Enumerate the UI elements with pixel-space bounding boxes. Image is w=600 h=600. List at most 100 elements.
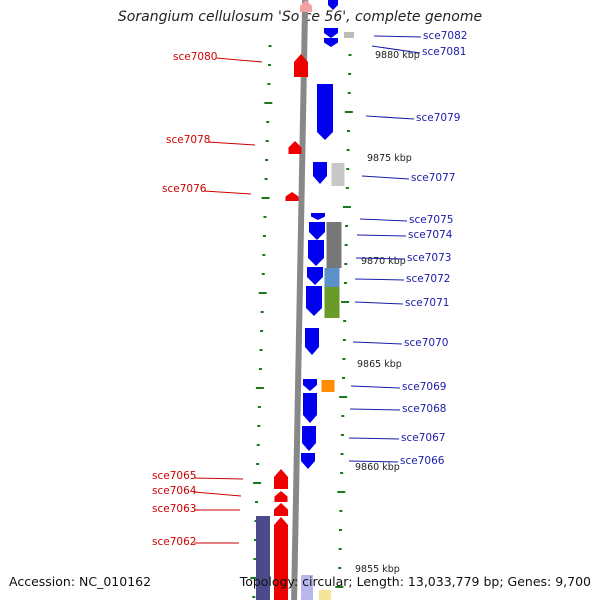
ruler-labels: 9880 kbp 9875 kbp 9870 kbp 9865 kbp 9860 kbp… [355,50,420,575]
accession-label: Accession: NC_010162 [9,574,152,589]
other-feature-box [319,590,331,600]
reverse-gene-arrow [309,222,325,240]
gene-label-leader [354,278,405,281]
forward-gene-arrow [288,141,302,154]
tick-mark [348,73,352,75]
gene-features [256,0,354,600]
ruler-label: 9865 kbp [357,359,402,370]
tick-mark [265,159,269,161]
tick-mark [340,472,344,474]
gene-label-leader [359,218,408,222]
forward-gene-arrow [274,469,288,489]
gene-labels: sce7082 sce7081 sce7080 sce7079 sce7078 sce70… [152,30,467,548]
gene-label-leader [203,190,252,195]
backbone-track [291,0,309,600]
gene-label-leader [348,460,399,463]
tick-mark [342,358,346,360]
gene-label-sce7073: sce7073 [407,252,451,264]
tick-mark [257,425,261,427]
ruler-label: 9870 kbp [361,256,406,267]
ruler-label: 9880 kbp [375,50,420,61]
tick-mark [260,311,264,313]
tick-mark [339,510,343,512]
gene-label-sce7069: sce7069 [402,381,446,393]
ruler-label: 9855 kbp [355,564,400,575]
tick-mark [261,273,265,275]
reverse-gene-arrow [303,393,317,423]
map-title: Sorangium cellulosum 'So ce 56', complet… [117,9,483,25]
other-feature-box [256,516,270,600]
tick-mark [345,187,349,189]
gene-label-sce7075: sce7075 [409,214,453,226]
tick-mark [344,263,348,265]
tick-mark [343,320,347,322]
other-feature-box [344,32,354,38]
reverse-gene-arrow [324,38,338,47]
other-feature-box [331,163,345,186]
gene-label-sce7071: sce7071 [405,297,449,309]
gene-label-sce7079: sce7079 [416,112,460,124]
tick-mark [255,501,259,503]
tick-mark [256,463,260,465]
tick-mark [267,83,271,85]
tick-mark [253,482,262,484]
reverse-gene-arrow [311,213,325,220]
tick-mark [344,111,353,113]
tick-mark [346,168,350,170]
tick-mark [258,292,267,294]
gene-label-leader [193,491,242,497]
tick-mark [253,539,257,541]
gene-label-sce7068: sce7068 [402,403,446,415]
tick-mark [344,244,348,246]
forward-gene-arrow [294,54,308,77]
tick-mark [258,368,262,370]
tick-mark [341,301,350,303]
forward-gene-arrow [300,0,312,12]
gene-label-leader [207,141,256,146]
gene-label-sce7065: sce7065 [152,470,196,482]
forward-gene-arrow [274,517,288,600]
gene-label-sce7082: sce7082 [423,30,467,42]
tick-mark [254,520,258,522]
tick-mark [343,282,347,284]
tick-mark [261,197,270,199]
forward-gene-arrow [274,491,288,502]
gene-label-sce7081: sce7081 [422,46,466,58]
other-feature-box [324,287,340,318]
other-feature-box [301,575,313,600]
tick-mark [252,596,256,598]
gene-label-sce7067: sce7067 [401,432,445,444]
tick-mark [337,491,346,493]
gene-label-leader [365,115,415,120]
gene-label-sce7063: sce7063 [152,503,196,515]
gene-label-sce7072: sce7072 [406,273,450,285]
reverse-gene-arrow [301,453,315,469]
gene-label-leader [373,35,422,38]
tick-mark [264,102,273,104]
tick-marks [250,45,353,598]
reverse-gene-arrow [302,426,316,451]
gene-label-leader [350,385,401,389]
ruler-label: 9860 kbp [355,462,400,473]
other-feature-box [321,380,335,392]
gene-label-leader [193,477,244,480]
forward-gene-arrow [285,192,299,201]
tick-mark [339,529,342,531]
reverse-gene-arrow [317,84,333,140]
tick-mark [267,64,271,66]
tick-mark [268,45,272,47]
reverse-gene-arrow [308,240,324,266]
gene-label-sce7076: sce7076 [162,183,207,195]
tick-mark [342,339,346,341]
gene-label-leader [354,301,404,305]
gene-label-leader [348,437,400,440]
gene-label-sce7066: sce7066 [400,455,445,467]
tick-mark [338,548,342,550]
tick-mark [266,121,270,123]
tick-mark [345,225,349,227]
other-feature-box [326,222,342,268]
gene-label-leader [215,57,263,63]
tick-mark [257,406,261,408]
gene-label-sce7062: sce7062 [152,536,196,548]
gene-label-sce7070: sce7070 [404,337,448,349]
